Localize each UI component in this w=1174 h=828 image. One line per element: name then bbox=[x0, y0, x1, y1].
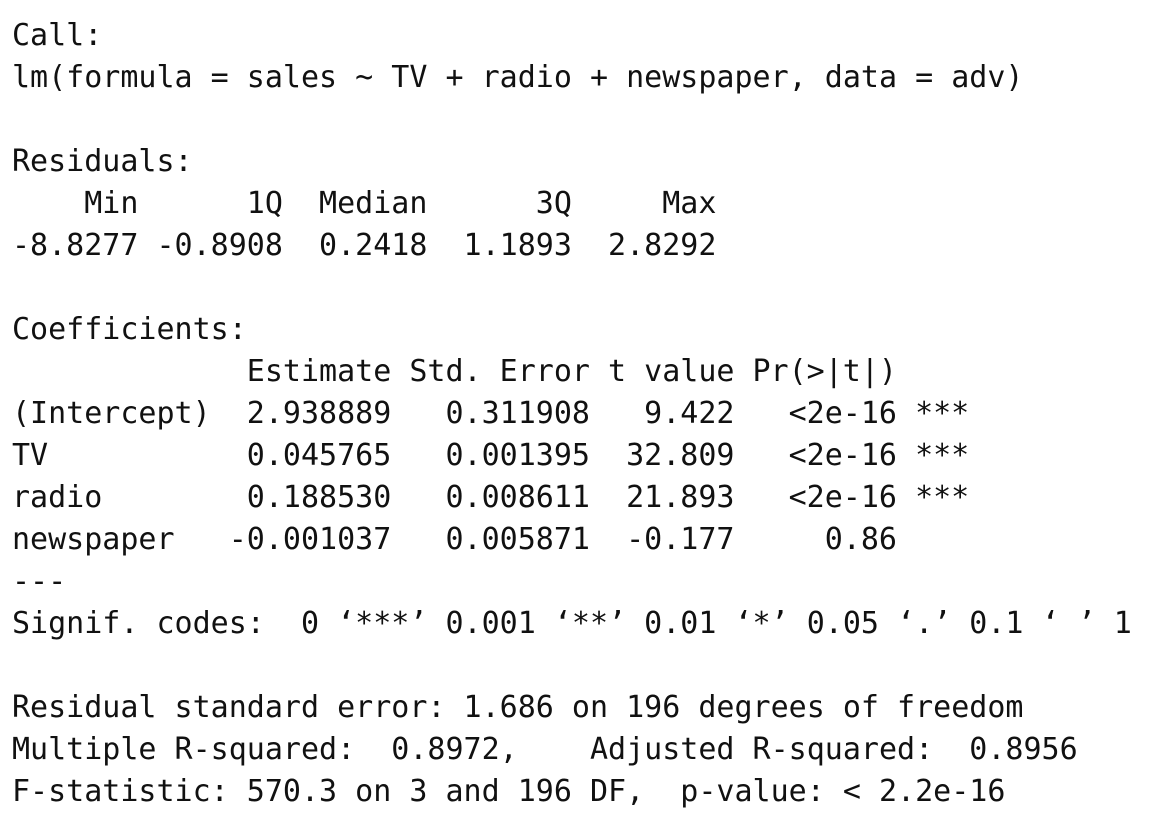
coef-header: Std. Error bbox=[409, 354, 590, 389]
coef-cell: 2.938889 bbox=[246, 396, 392, 431]
signif-stars: *** bbox=[915, 396, 970, 431]
coef-cell: 0.311908 bbox=[445, 396, 590, 431]
signif-codes: Signif. codes: 0 ‘***’ 0.001 ‘**’ 0.01 ‘… bbox=[12, 606, 1132, 641]
residual-header: Median bbox=[319, 186, 428, 221]
coef-cell: 0.005871 bbox=[445, 522, 590, 557]
residual-header: 1Q bbox=[246, 186, 283, 221]
separator: --- bbox=[12, 564, 67, 599]
coefficients-label: Coefficients: bbox=[12, 312, 247, 347]
coef-name: radio bbox=[12, 480, 103, 515]
signif-stars: *** bbox=[915, 480, 970, 515]
residual-value: 1.1893 bbox=[463, 228, 572, 263]
r-squared: Multiple R-squared: 0.8972, bbox=[12, 732, 518, 767]
coef-cell: 0.86 bbox=[824, 522, 897, 557]
coef-cell: 0.045765 bbox=[246, 438, 392, 473]
coef-cell: 0.188530 bbox=[246, 480, 392, 515]
call-formula: lm(formula = sales ~ TV + radio + newspa… bbox=[12, 60, 1024, 95]
coef-cell: -0.001037 bbox=[228, 522, 392, 557]
residual-value: -0.8908 bbox=[156, 228, 283, 263]
adjusted-r-squared: Adjusted R-squared: 0.8956 bbox=[589, 732, 1078, 767]
residual-value: 0.2418 bbox=[319, 228, 428, 263]
residual-header: 3Q bbox=[535, 186, 572, 221]
coef-header: t value bbox=[608, 354, 735, 389]
coef-name: (Intercept) bbox=[12, 396, 211, 431]
residual-value: 2.8292 bbox=[608, 228, 717, 263]
coef-name: newspaper bbox=[12, 522, 175, 557]
call-label: Call: bbox=[12, 18, 103, 53]
coef-cell: <2e-16 bbox=[788, 480, 897, 515]
residuals-label: Residuals: bbox=[12, 144, 193, 179]
coef-header: Pr(>|t|) bbox=[752, 354, 898, 389]
coef-name: TV bbox=[12, 438, 49, 473]
coef-cell: <2e-16 bbox=[788, 396, 897, 431]
coef-cell: 21.893 bbox=[626, 480, 735, 515]
residual-header: Min bbox=[84, 186, 139, 221]
coef-cell: 0.008611 bbox=[445, 480, 590, 515]
coef-cell: 0.001395 bbox=[445, 438, 590, 473]
coef-cell: <2e-16 bbox=[788, 438, 897, 473]
residual-value: -8.8277 bbox=[11, 228, 139, 263]
coef-cell: 9.422 bbox=[644, 396, 735, 431]
coef-cell: -0.177 bbox=[626, 522, 735, 557]
coef-cell: 32.809 bbox=[626, 438, 735, 473]
residual-standard-error: Residual standard error: 1.686 on 196 de… bbox=[12, 690, 1024, 725]
signif-stars: *** bbox=[915, 438, 970, 473]
f-statistic: F-statistic: 570.3 on 3 and 196 DF, p-va… bbox=[12, 774, 1006, 809]
coef-header: Estimate bbox=[246, 354, 392, 389]
residual-header: Max bbox=[662, 186, 717, 221]
